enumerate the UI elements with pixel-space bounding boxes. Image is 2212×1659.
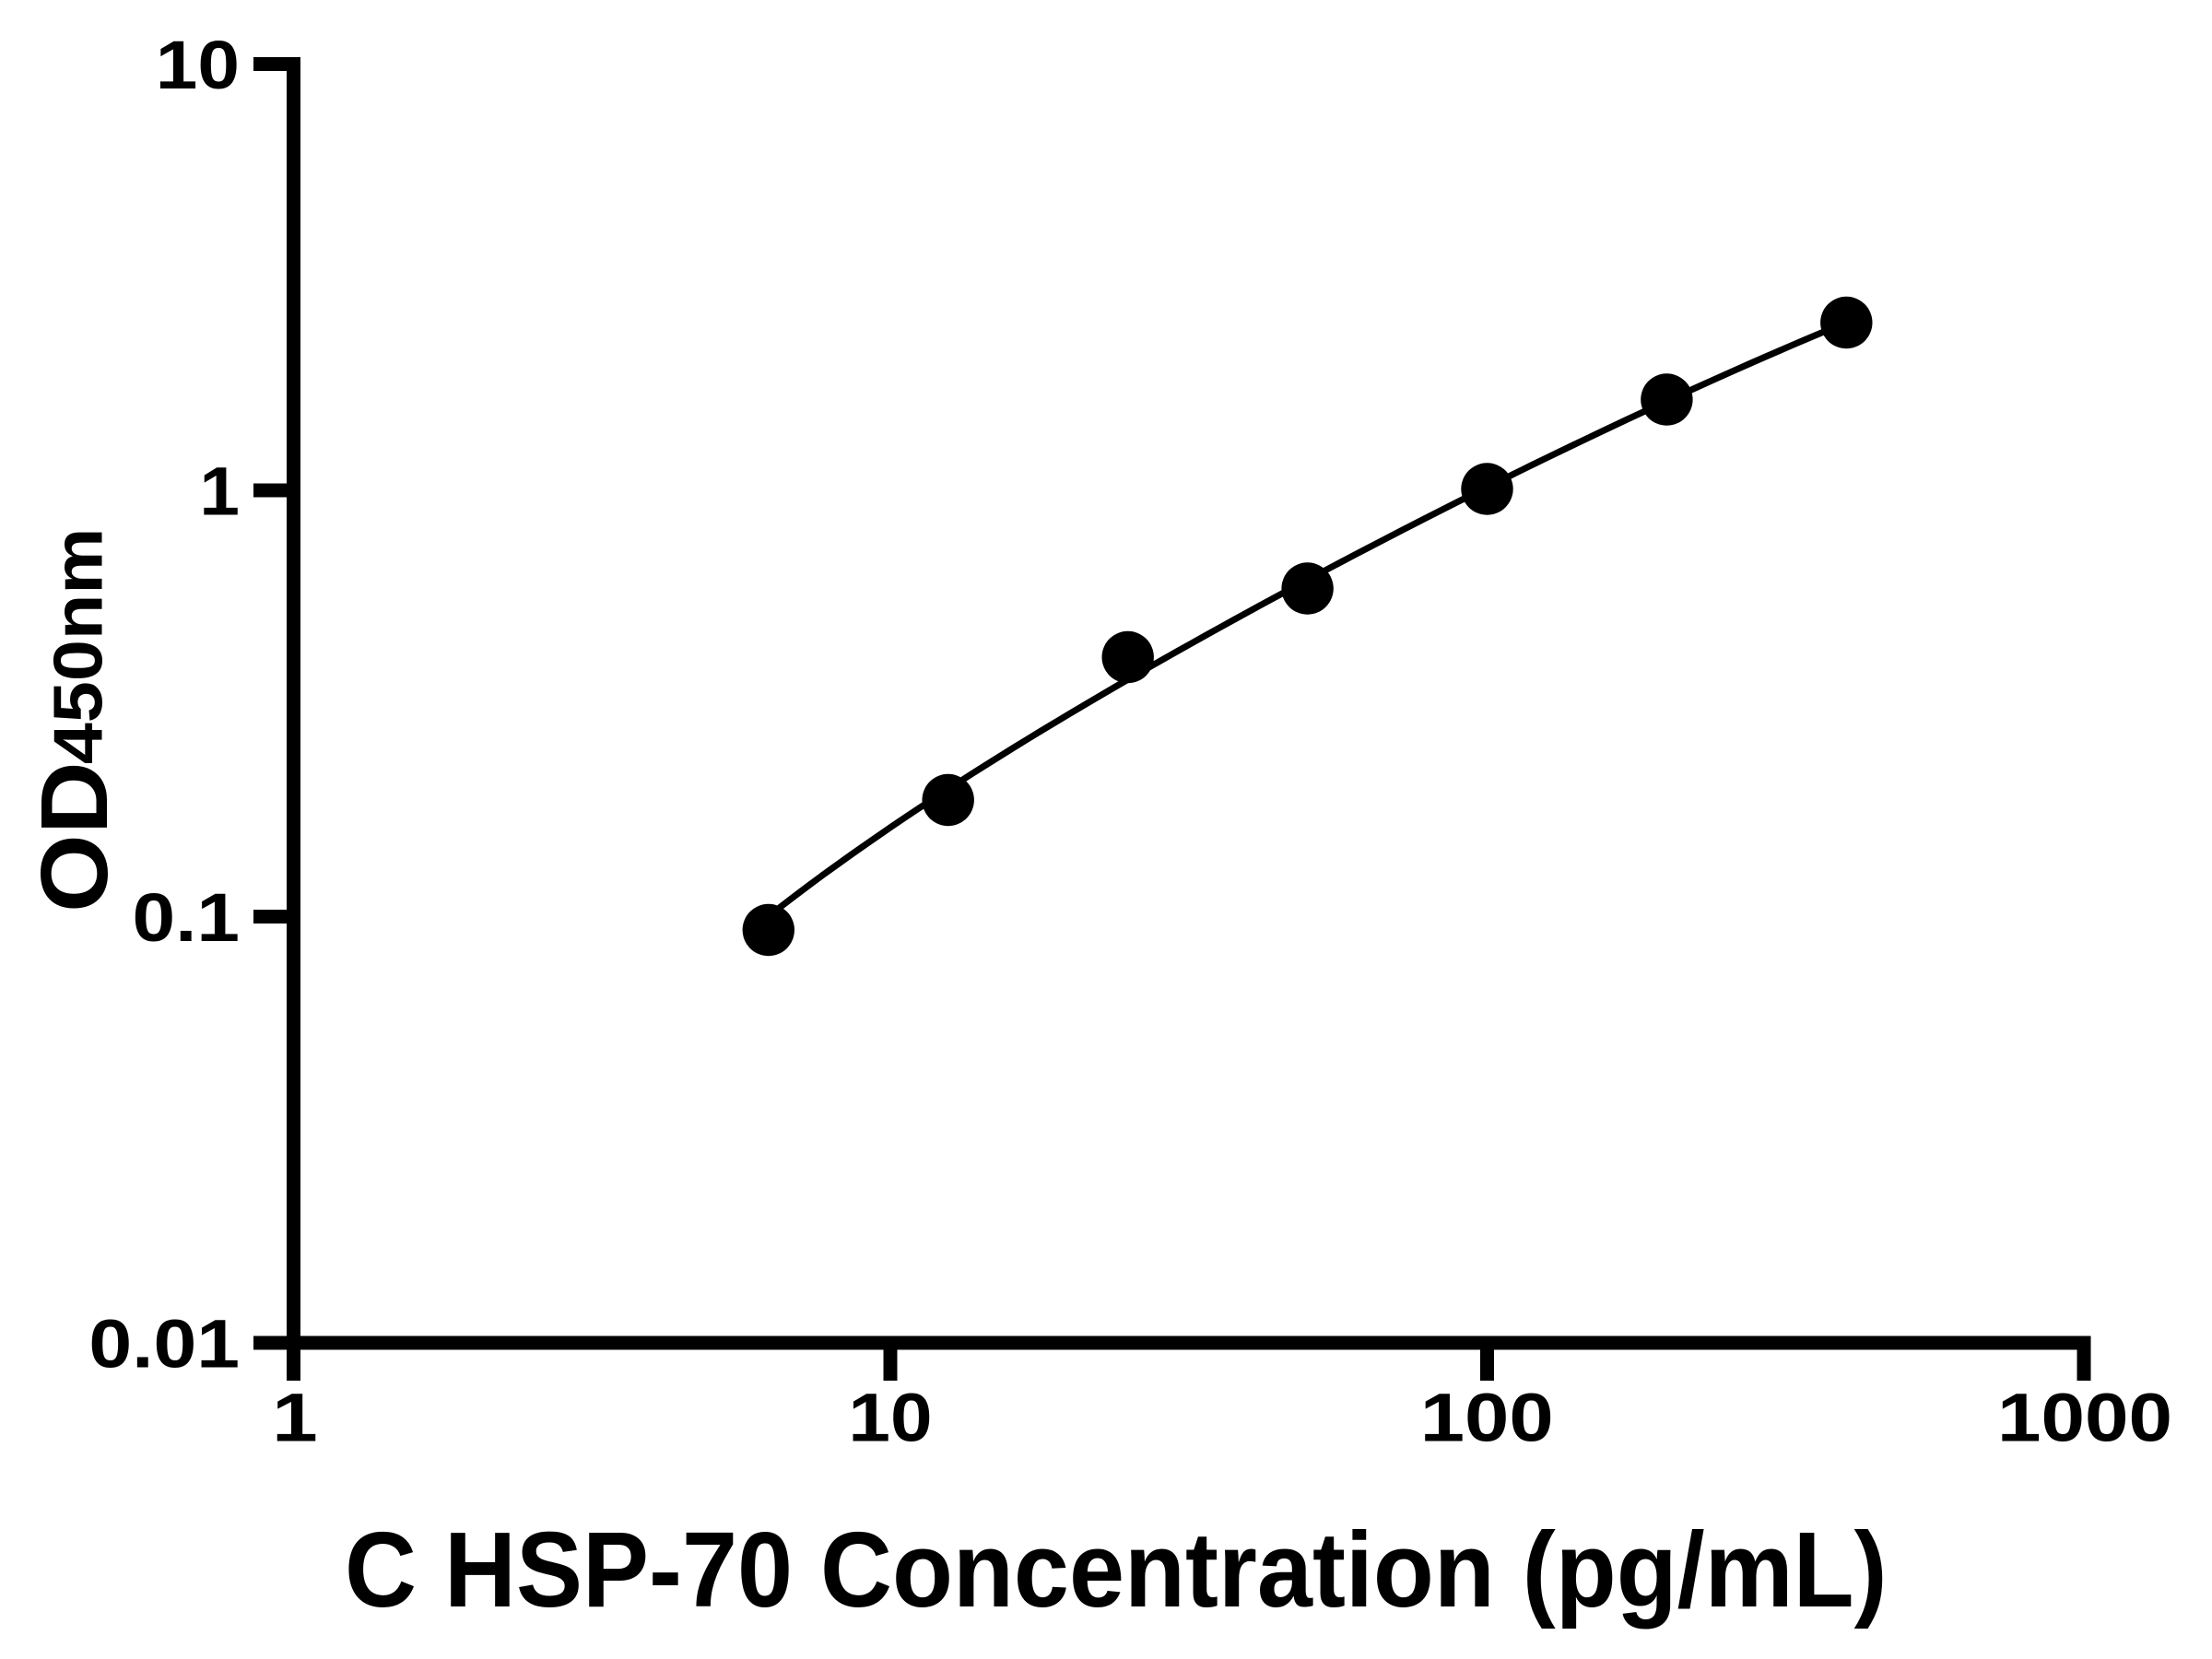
svg-text:C HSP-70 Concentration (pg/mL): C HSP-70 Concentration (pg/mL): [345, 1511, 1888, 1630]
svg-text:10: 10: [848, 1379, 932, 1455]
svg-text:0.01: 0.01: [88, 1305, 240, 1382]
svg-text:450nm: 450nm: [39, 528, 117, 765]
svg-text:100: 100: [1420, 1380, 1554, 1456]
svg-text:0.1: 0.1: [132, 879, 240, 956]
svg-text:OD: OD: [21, 761, 128, 912]
svg-text:1000: 1000: [1997, 1380, 2172, 1455]
svg-text:10: 10: [156, 27, 240, 103]
svg-text:1: 1: [199, 453, 240, 530]
svg-text:1: 1: [272, 1381, 318, 1456]
